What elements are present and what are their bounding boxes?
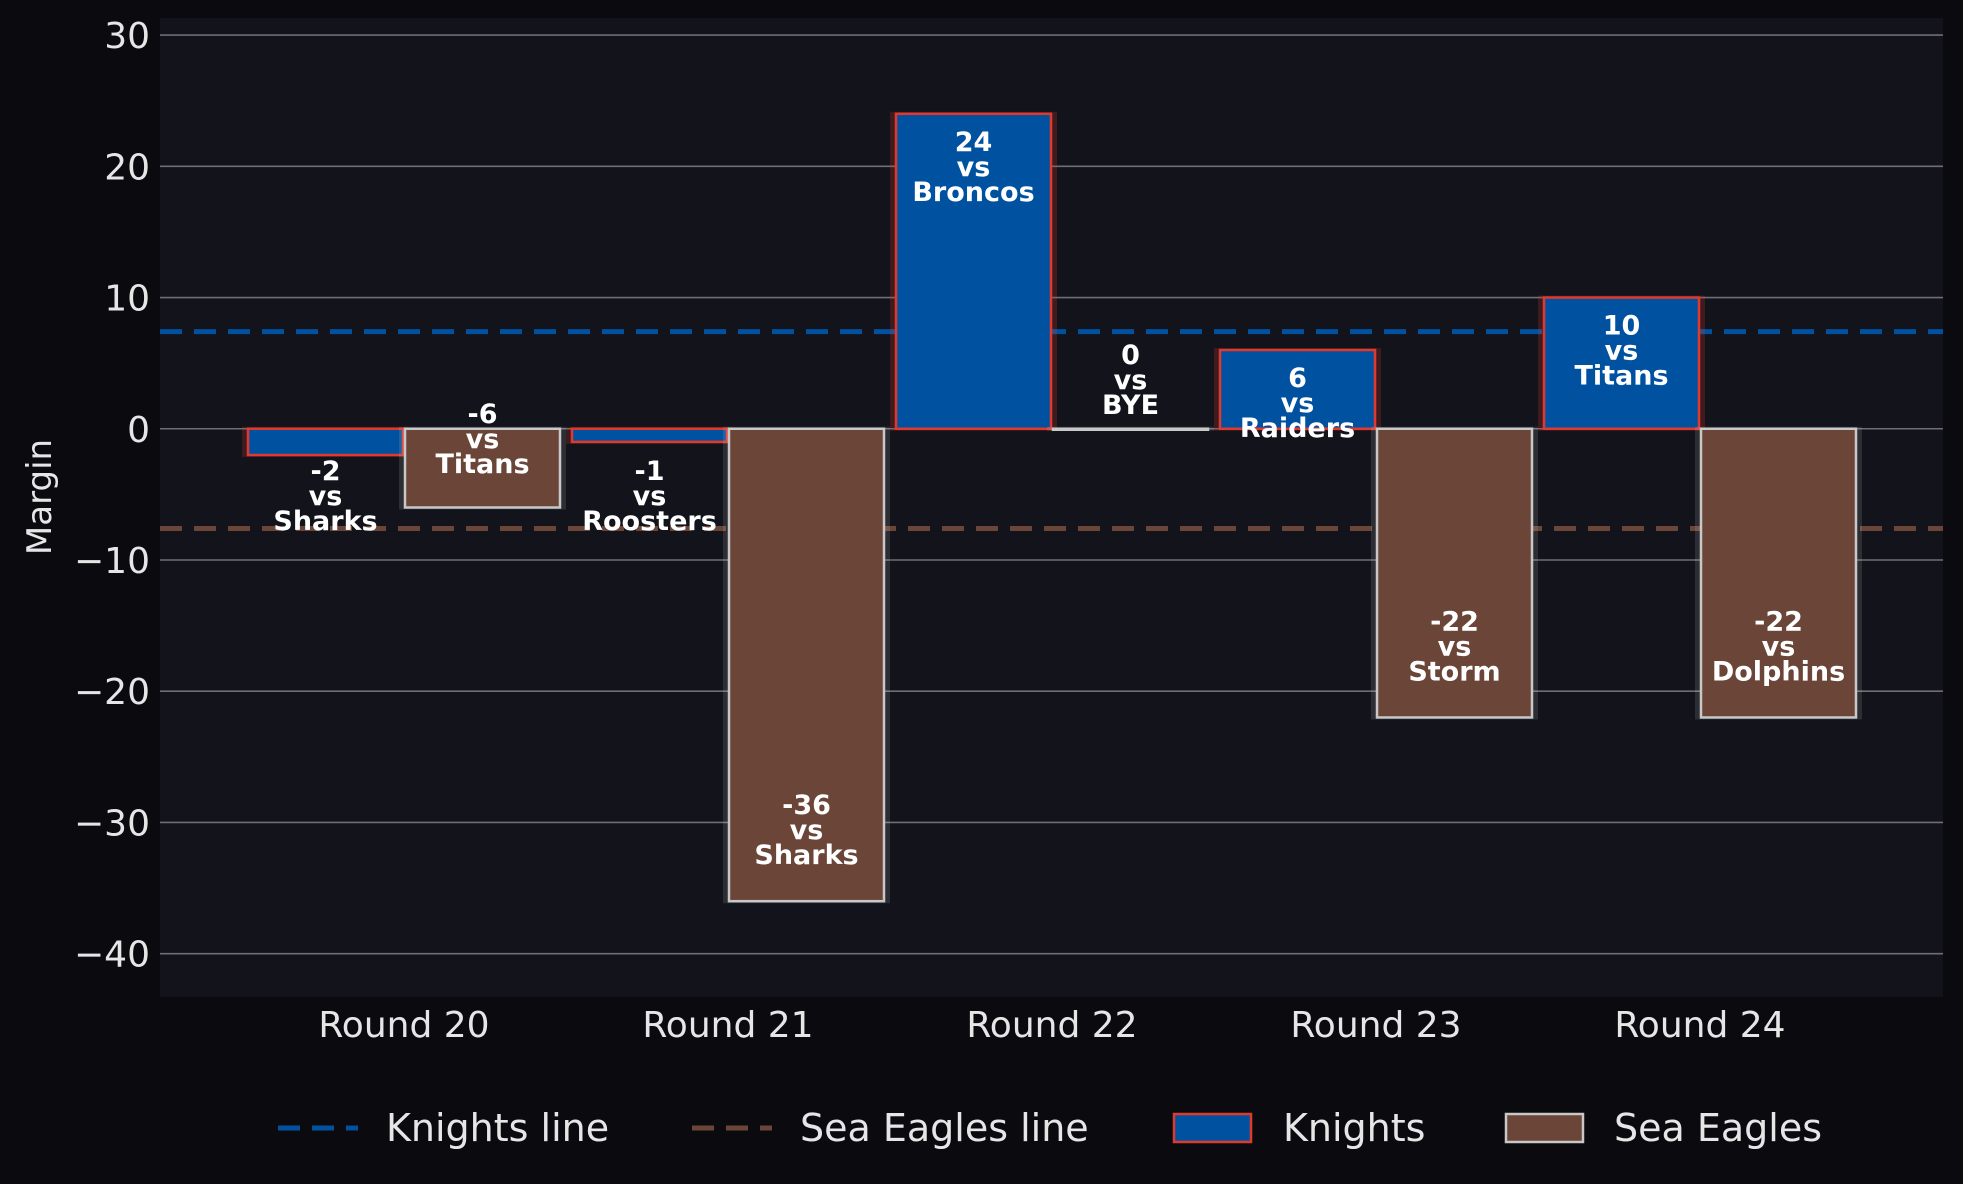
bar-label: Raiders	[1240, 413, 1355, 444]
bar-label: Titans	[1574, 361, 1668, 392]
bar-sea-eagles	[1699, 427, 1858, 719]
x-tick-label: Round 21	[642, 1005, 813, 1046]
bar-knights	[1218, 348, 1377, 431]
legend-label: Sea Eagles line	[800, 1106, 1089, 1150]
x-tick-label: Round 24	[1614, 1005, 1785, 1046]
x-tick-label: Round 23	[1290, 1005, 1461, 1046]
x-tick-label: Round 22	[966, 1005, 1137, 1046]
bar-label: Titans	[435, 449, 529, 480]
bar-sea-eagles	[1375, 427, 1534, 719]
legend-label: Sea Eagles	[1614, 1106, 1822, 1150]
bar-label: vs	[1605, 336, 1639, 367]
bar-label: 6	[1288, 363, 1307, 394]
bar-label: -22	[1430, 606, 1479, 637]
bar-sea-eagles	[727, 427, 886, 903]
bar-label: 24	[955, 127, 993, 158]
bar-label: 0	[1121, 340, 1140, 371]
bar-label: Sharks	[273, 506, 377, 537]
legend-swatch-box	[1504, 1112, 1585, 1144]
y-tick-label: −10	[74, 541, 150, 582]
y-tick-label: 30	[104, 16, 150, 57]
legend-label: Knights line	[386, 1106, 609, 1150]
bar-knights	[894, 112, 1053, 431]
bar-label: -6	[468, 399, 498, 430]
y-tick-label: −20	[74, 672, 150, 713]
y-axis-ticks: 30 20 10 0 −10 −20 −30 −40	[74, 16, 150, 976]
x-axis-ticks: Round 20 Round 21 Round 22 Round 23 Round 24	[318, 1005, 1785, 1046]
bar-knights	[1542, 296, 1701, 431]
legend-label: Knights	[1283, 1106, 1425, 1150]
bar-label: Sharks	[754, 840, 858, 871]
y-tick-label: 0	[127, 410, 150, 451]
x-tick-label: Round 20	[318, 1005, 489, 1046]
bar-label: 10	[1603, 311, 1641, 342]
y-tick-label: −30	[74, 803, 150, 844]
bar-label: vs	[309, 481, 343, 512]
bar-label: Dolphins	[1712, 656, 1845, 687]
y-axis-label: Margin	[20, 439, 60, 555]
bar-sea-eagles	[1051, 427, 1210, 432]
y-tick-label: 10	[104, 279, 150, 320]
bar-label: -36	[782, 790, 831, 821]
bar-label: Storm	[1408, 656, 1500, 687]
bar-label: vs	[1438, 631, 1472, 662]
bar-label: vs	[1281, 388, 1315, 419]
bar-label: -2	[311, 456, 341, 487]
bar-sea-eagles	[403, 427, 562, 509]
y-tick-label: −40	[74, 935, 150, 976]
bar-label: vs	[790, 815, 824, 846]
bar-label: vs	[957, 152, 991, 183]
bar-label: Broncos	[912, 177, 1034, 208]
bar-knights	[570, 427, 729, 444]
bar-knights	[246, 427, 405, 457]
bar-label: BYE	[1102, 390, 1159, 421]
bar-label: Roosters	[582, 506, 717, 537]
legend: Knights line Sea Eagles line Knights Sea Ea…	[278, 1106, 1822, 1150]
legend-swatch-box	[1172, 1112, 1253, 1144]
bar-label: vs	[1762, 631, 1796, 662]
bar-label: vs	[633, 481, 667, 512]
bars	[242, 111, 1862, 904]
bar-label: vs	[466, 424, 500, 455]
bar-label: -1	[635, 456, 665, 487]
bar-label: -22	[1754, 606, 1803, 637]
bar-label: vs	[1114, 365, 1148, 396]
y-tick-label: 20	[104, 147, 150, 188]
